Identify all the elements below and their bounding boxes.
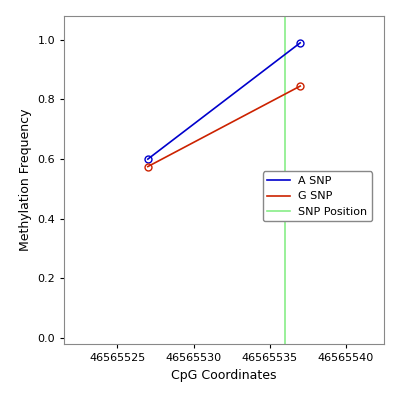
X-axis label: CpG Coordinates: CpG Coordinates xyxy=(171,368,277,382)
Y-axis label: Methylation Frequency: Methylation Frequency xyxy=(19,109,32,251)
Legend: A SNP, G SNP, SNP Position: A SNP, G SNP, SNP Position xyxy=(263,171,372,222)
